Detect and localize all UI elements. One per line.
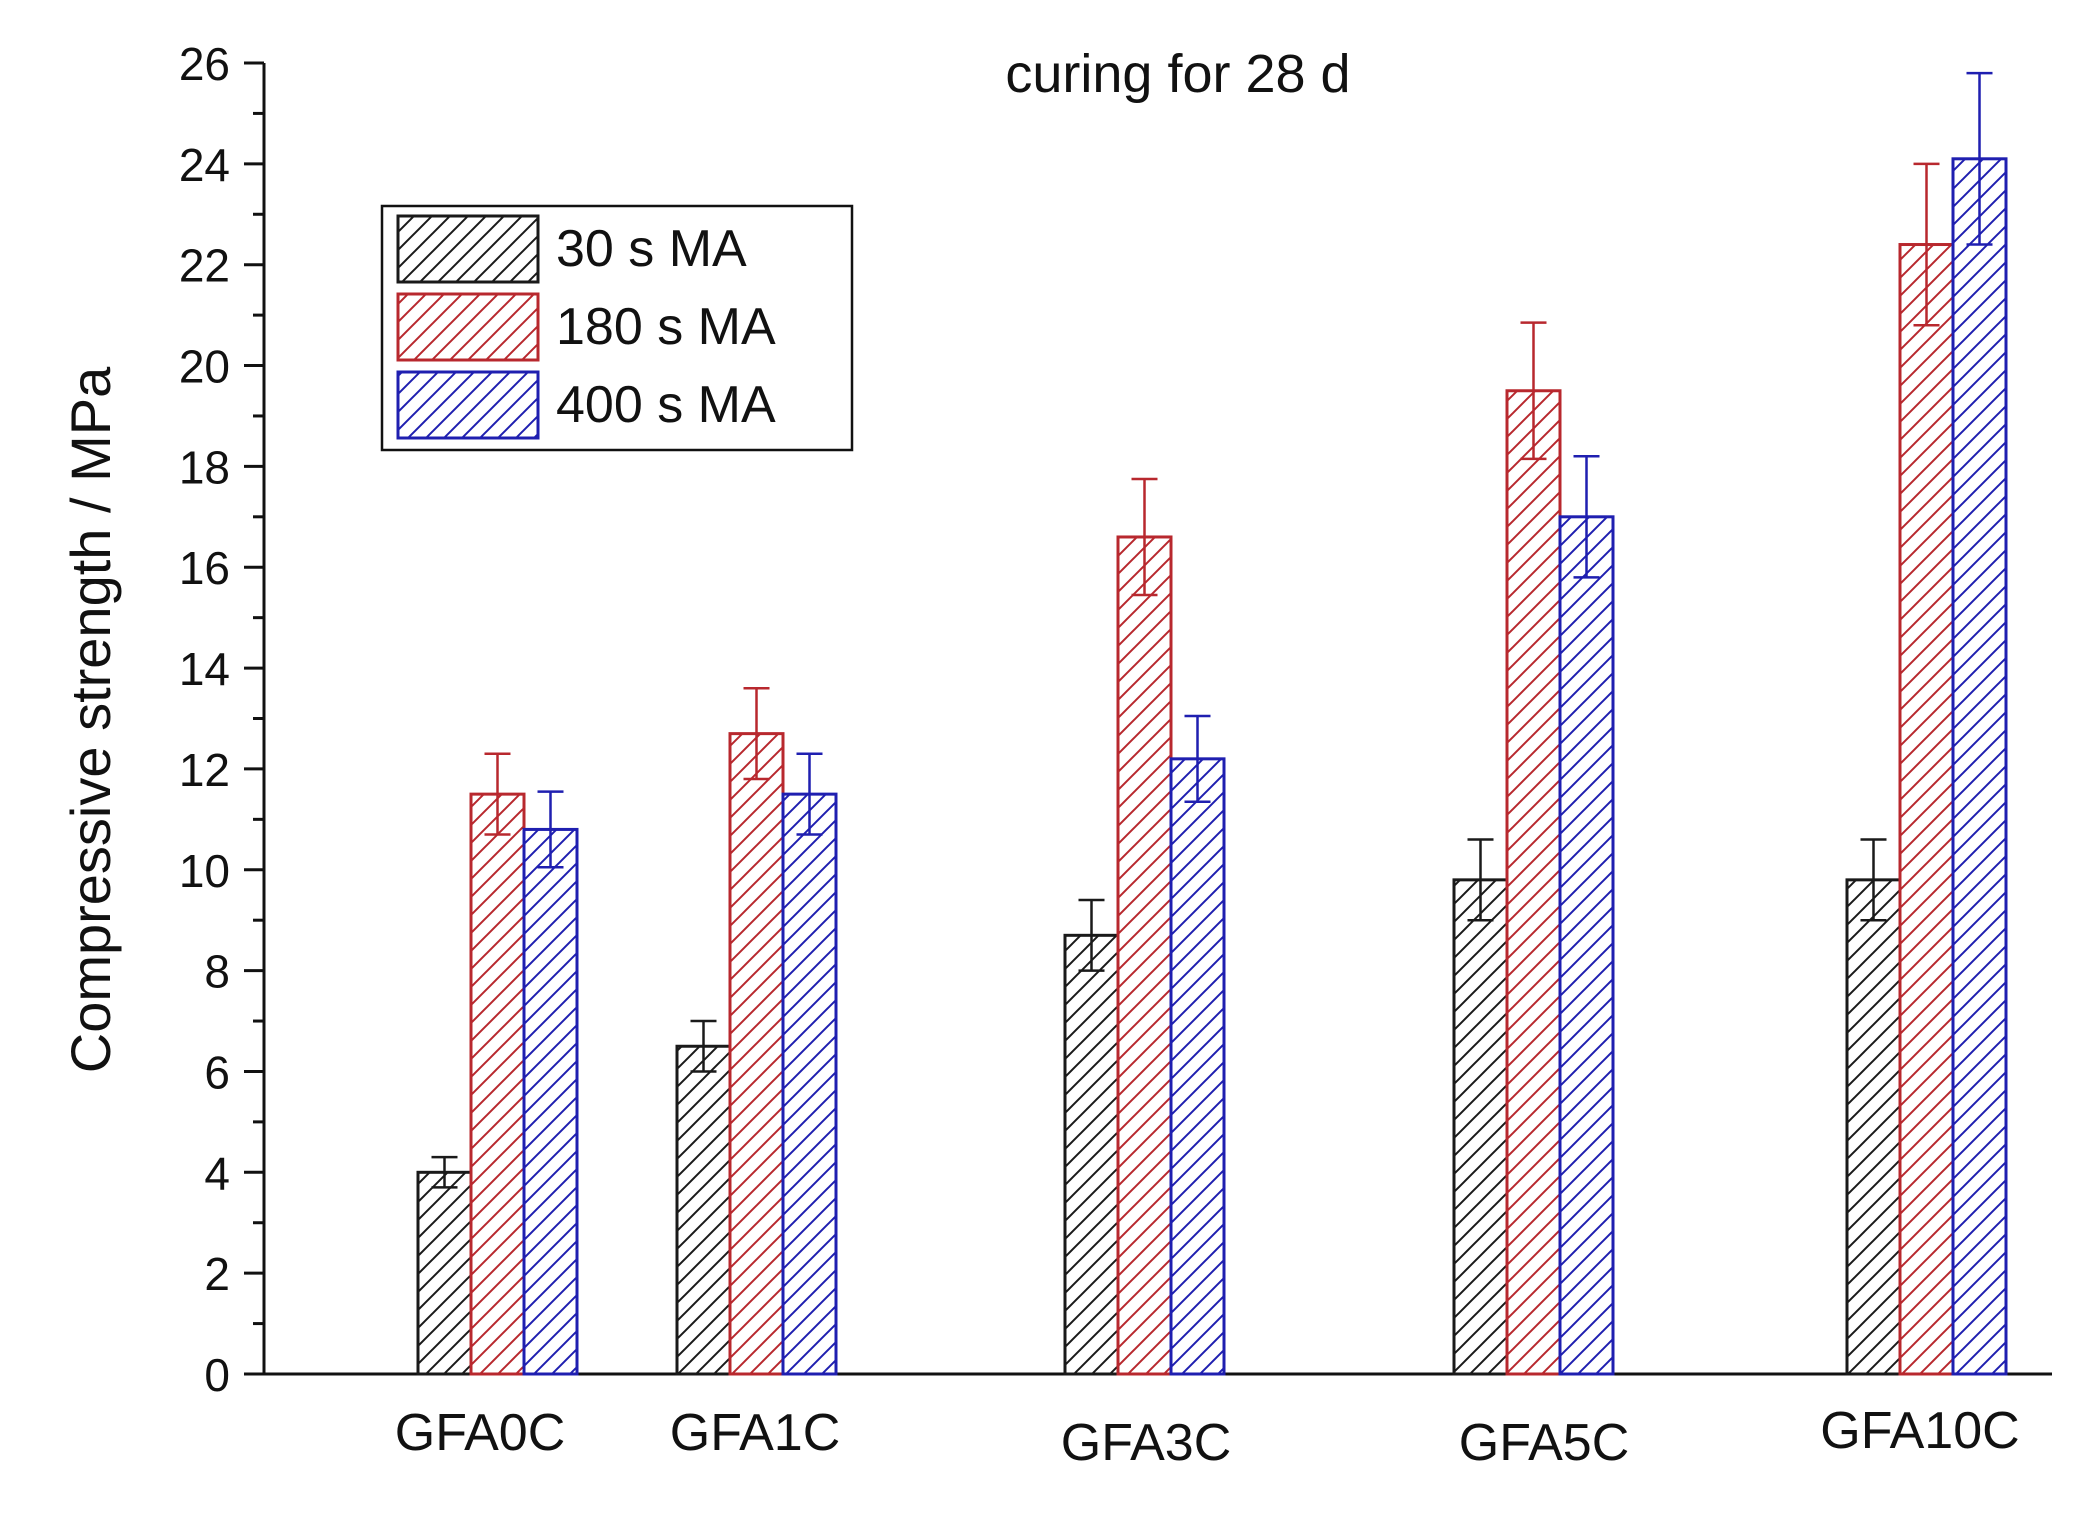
- x-tick-label: GFA0C: [395, 1404, 566, 1462]
- chart-title: curing for 28 d: [1005, 44, 1350, 104]
- error-bars-group: [431, 71, 1993, 1189]
- bar-gfa1c-series-2: [728, 732, 785, 1376]
- legend-swatch-series-3: [396, 370, 540, 440]
- y-tick-label: 4: [204, 1147, 230, 1199]
- legend-label-series-1: 30 s MA: [556, 220, 747, 278]
- y-tick-label: 16: [179, 542, 230, 594]
- bar-gfa3c-series-2: [1116, 535, 1173, 1376]
- x-tick-label: GFA10C: [1820, 1402, 2019, 1460]
- bar-gfa0c-series-3: [522, 827, 579, 1376]
- y-tick-label: 20: [179, 341, 230, 393]
- bar-gfa10c-series-1: [1845, 878, 1902, 1376]
- bar-gfa0c-series-1: [416, 1170, 473, 1376]
- bar-gfa1c-series-1: [675, 1044, 732, 1376]
- bars-group: [416, 157, 2008, 1376]
- bar-gfa10c-series-3: [1951, 157, 2008, 1376]
- x-tick-label: GFA1C: [670, 1404, 841, 1462]
- y-tick-label: 10: [179, 845, 230, 897]
- legend-swatch-series-1: [396, 214, 540, 284]
- legend-label-series-3: 400 s MA: [556, 376, 776, 434]
- y-tick-label: 14: [179, 643, 230, 695]
- bar-gfa0c-series-2: [469, 792, 526, 1376]
- x-tick-label: GFA3C: [1061, 1414, 1232, 1472]
- bar-gfa5c-series-2: [1505, 389, 1562, 1376]
- legend-label-series-2: 180 s MA: [556, 298, 776, 356]
- bar-gfa10c-series-2: [1898, 243, 1955, 1376]
- bar-gfa5c-series-1: [1452, 878, 1509, 1376]
- bar-gfa3c-series-1: [1063, 933, 1120, 1376]
- y-tick-label: 24: [179, 139, 230, 191]
- y-tick-label: 26: [179, 38, 230, 90]
- y-tick-label: 6: [204, 1046, 230, 1098]
- y-tick-label: 0: [204, 1349, 230, 1401]
- y-tick-label: 18: [179, 441, 230, 493]
- y-tick-label: 2: [204, 1248, 230, 1300]
- bar-gfa3c-series-3: [1169, 757, 1226, 1376]
- y-tick-label: 8: [204, 946, 230, 998]
- bar-gfa5c-series-3: [1558, 515, 1615, 1376]
- y-tick-label: 22: [179, 240, 230, 292]
- legend: 30 s MA 180 s MA 400 s MA: [380, 204, 854, 452]
- x-tick-label: GFA5C: [1459, 1414, 1630, 1472]
- y-tick-label: 12: [179, 744, 230, 796]
- y-axis-label: Compressive strength / MPa: [59, 366, 122, 1073]
- x-axis-labels: GFA0C GFA1C GFA3C GFA5C GFA10C: [395, 1402, 2020, 1472]
- legend-swatch-series-2: [396, 292, 540, 362]
- bar-gfa1c-series-3: [781, 792, 838, 1376]
